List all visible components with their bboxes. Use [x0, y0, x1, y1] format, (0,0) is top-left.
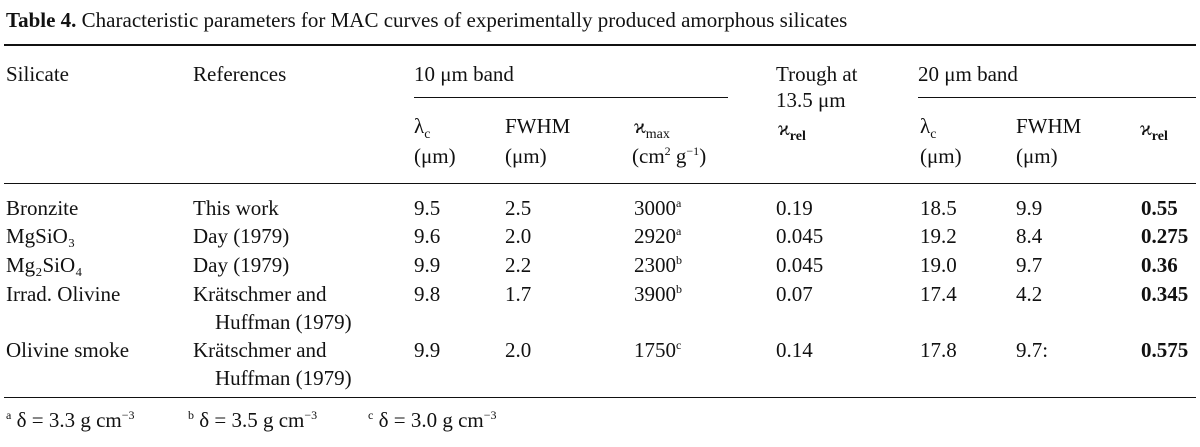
- footnote-a: a δ = 3.3 g cm−3: [6, 408, 135, 432]
- cell-trough: 0.045: [776, 224, 824, 248]
- cell-ref-cont: Huffman (1979): [215, 310, 352, 334]
- header-references: References: [193, 62, 287, 86]
- cell-ref: Day (1979): [193, 253, 290, 277]
- header-band20: 20 μm band: [918, 62, 1018, 86]
- cell-krel20: 0.55: [1141, 196, 1178, 220]
- header-lambda20: λc: [920, 114, 937, 142]
- header-band10: 10 μm band: [414, 62, 514, 86]
- bottom-rule: [4, 397, 1196, 398]
- header-fwhm20: FWHM: [1016, 114, 1082, 138]
- cell-silicate: Bronzite: [6, 196, 79, 220]
- header-lambda10: λc: [414, 114, 431, 142]
- table-label: Table 4.: [6, 8, 77, 32]
- cell-silicate: MgSiO₃: [6, 224, 76, 248]
- cell-lambda20: 17.4: [920, 282, 957, 306]
- band20-rule: [918, 97, 1196, 98]
- cell-trough: 0.14: [776, 338, 813, 362]
- cell-krel20: 0.275: [1141, 224, 1189, 248]
- cell-lambda20: 17.8: [920, 338, 957, 362]
- header-lambda10-unit: (μm): [414, 144, 456, 168]
- cell-krel20: 0.36: [1141, 253, 1178, 277]
- header-kmax-unit: (cm2 g−1): [632, 144, 707, 168]
- cell-kmax: 3000a: [634, 196, 682, 220]
- cell-trough: 0.19: [776, 196, 813, 220]
- cell-kmax: 1750c: [634, 338, 682, 362]
- cell-ref: Krätschmer and: [193, 338, 327, 362]
- cell-fwhm20: 9.7: [1016, 253, 1043, 277]
- cell-lambda10: 9.9: [414, 253, 441, 277]
- cell-fwhm10: 2.2: [505, 253, 532, 277]
- cell-lambda20: 19.0: [920, 253, 957, 277]
- cell-krel20: 0.575: [1141, 338, 1189, 362]
- cell-fwhm10: 2.5: [505, 196, 532, 220]
- header-lambda20-unit: (μm): [920, 144, 962, 168]
- header-fwhm10-unit: (μm): [505, 144, 547, 168]
- cell-silicate: Olivine smoke: [6, 338, 130, 362]
- header-trough-line1: Trough at: [776, 62, 858, 86]
- cell-lambda10: 9.9: [414, 338, 441, 362]
- table-caption: Table 4. Characteristic parameters for M…: [6, 8, 847, 33]
- cell-fwhm20: 8.4: [1016, 224, 1043, 248]
- cell-lambda20: 19.2: [920, 224, 957, 248]
- cell-kmax: 2920a: [634, 224, 682, 248]
- cell-fwhm10: 1.7: [505, 282, 532, 306]
- cell-fwhm10: 2.0: [505, 224, 532, 248]
- cell-fwhm10: 2.0: [505, 338, 532, 362]
- header-fwhm20-unit: (μm): [1016, 144, 1058, 168]
- header-kmax: ϰmax: [634, 114, 670, 142]
- header-trough-krel: ϰrel: [778, 116, 806, 144]
- header-fwhm10: FWHM: [505, 114, 571, 138]
- band10-rule: [414, 97, 728, 98]
- cell-trough: 0.07: [776, 282, 813, 306]
- top-rule: [4, 44, 1196, 46]
- cell-kmax: 2300b: [634, 253, 682, 277]
- header-silicate: Silicate: [6, 62, 69, 86]
- cell-lambda10: 9.6: [414, 224, 441, 248]
- cell-trough: 0.045: [776, 253, 824, 277]
- header-trough-line2: 13.5 μm: [776, 88, 846, 112]
- cell-kmax: 3900b: [634, 282, 682, 306]
- cell-lambda10: 9.8: [414, 282, 441, 306]
- cell-ref: Day (1979): [193, 224, 290, 248]
- header-rule: [4, 183, 1196, 184]
- footnote-c: c δ = 3.0 g cm−3: [368, 408, 497, 432]
- header-krel20: ϰrel: [1140, 116, 1168, 144]
- cell-lambda20: 18.5: [920, 196, 957, 220]
- cell-silicate: Irrad. Olivine: [6, 282, 121, 306]
- footnote-b: b δ = 3.5 g cm−3: [188, 408, 318, 432]
- cell-silicate: Mg₂SiO₄: [6, 253, 83, 277]
- cell-ref: Krätschmer and: [193, 282, 327, 306]
- cell-lambda10: 9.5: [414, 196, 441, 220]
- cell-ref-cont: Huffman (1979): [215, 366, 352, 390]
- cell-fwhm20: 9.7:: [1016, 338, 1049, 362]
- cell-ref: This work: [193, 196, 279, 220]
- cell-fwhm20: 4.2: [1016, 282, 1043, 306]
- cell-krel20: 0.345: [1141, 282, 1189, 306]
- cell-fwhm20: 9.9: [1016, 196, 1043, 220]
- table-title: Characteristic parameters for MAC curves…: [81, 8, 848, 32]
